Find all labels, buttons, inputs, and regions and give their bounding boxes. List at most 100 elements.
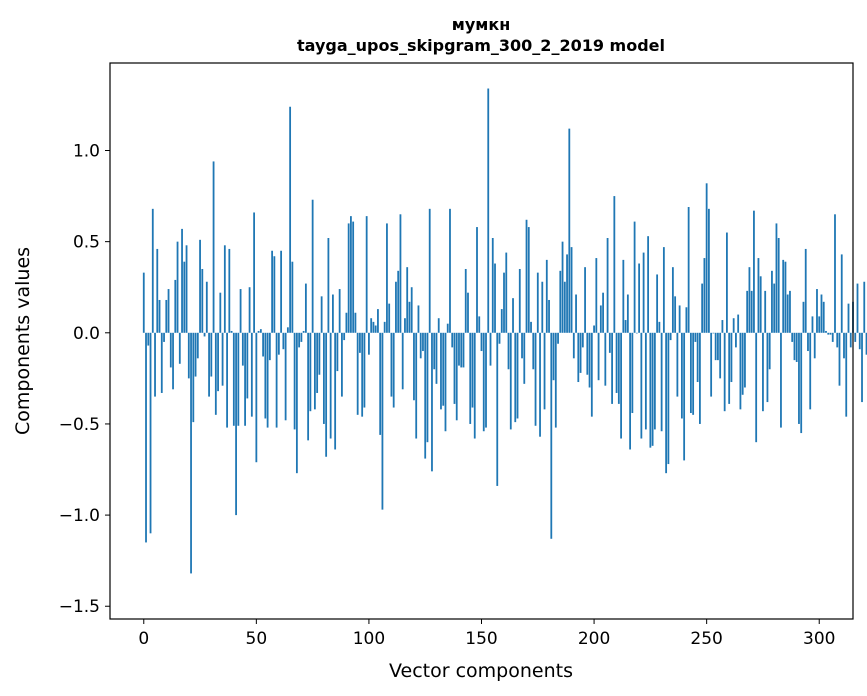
bar (172, 332, 174, 390)
bar (410, 287, 413, 333)
bar (516, 332, 519, 419)
bar (570, 247, 573, 333)
bar (809, 332, 812, 410)
bar (442, 332, 445, 406)
bar (843, 332, 845, 359)
bar (786, 294, 789, 333)
bar (773, 283, 776, 333)
y-tick-label: −1.0 (59, 506, 100, 526)
bar (250, 332, 253, 417)
bar (699, 332, 701, 424)
bar (187, 332, 190, 379)
bar (494, 263, 496, 333)
bar (300, 332, 303, 342)
bar (350, 216, 352, 333)
bar (487, 88, 490, 333)
bar (703, 258, 706, 333)
bar (755, 332, 758, 443)
bar (426, 332, 429, 443)
bar (406, 267, 409, 333)
bar (662, 247, 665, 333)
bar (295, 332, 298, 474)
bar (169, 332, 172, 368)
bar (680, 332, 683, 419)
bar (838, 332, 841, 386)
bar (482, 332, 485, 432)
bar (667, 332, 670, 465)
bar (359, 332, 361, 353)
bar (282, 332, 285, 350)
bar (449, 208, 451, 333)
bar (739, 332, 742, 410)
bar (383, 321, 386, 333)
bar (503, 272, 505, 333)
bar (656, 274, 659, 333)
bar (453, 332, 456, 404)
bar (782, 259, 785, 333)
bar (644, 332, 647, 430)
bar (685, 307, 688, 333)
bar (370, 318, 373, 333)
bar (635, 332, 638, 334)
bar (849, 332, 852, 348)
bar (365, 216, 368, 333)
bar (744, 332, 746, 388)
bar (678, 305, 681, 333)
bar (160, 332, 163, 393)
bar (536, 272, 539, 333)
y-axis-label: Components values (12, 247, 34, 435)
bar (433, 332, 436, 370)
bar (660, 332, 663, 432)
bar (226, 332, 228, 428)
bar (415, 332, 418, 439)
bar (154, 332, 156, 397)
bar (268, 332, 271, 361)
bar (165, 299, 168, 333)
bar (561, 241, 564, 333)
bar (523, 332, 526, 384)
bar (626, 294, 629, 333)
bar (435, 332, 438, 384)
bar (424, 332, 427, 459)
bar (327, 238, 330, 333)
bar (512, 298, 514, 333)
bar (476, 227, 478, 333)
bar (586, 332, 589, 375)
bar (500, 309, 503, 333)
bar (431, 332, 433, 472)
bar (316, 332, 319, 393)
bar (559, 270, 562, 333)
bar (307, 332, 310, 441)
bar (669, 332, 672, 341)
bar (428, 208, 431, 333)
bar (604, 332, 607, 386)
x-tick-label: 300 (803, 629, 835, 649)
bar (525, 219, 528, 333)
bar (689, 332, 692, 414)
bar (753, 210, 755, 333)
bar (280, 250, 283, 333)
x-tick-label: 250 (690, 629, 722, 649)
bar (545, 259, 548, 333)
bar (397, 270, 400, 333)
bar (201, 268, 204, 333)
bar (372, 321, 375, 333)
bar (334, 332, 337, 450)
x-tick-label: 200 (578, 629, 610, 649)
bar (856, 283, 859, 333)
bar (437, 318, 440, 333)
y-tick-label: 0.5 (73, 233, 100, 253)
bar (608, 332, 611, 353)
bar (658, 321, 661, 333)
x-tick-label: 100 (353, 629, 385, 649)
bar (692, 332, 695, 415)
bar (737, 314, 740, 333)
bar (361, 332, 364, 417)
chart-title: мумкн (452, 15, 511, 34)
x-tick-label: 0 (138, 629, 149, 649)
bar (557, 332, 559, 344)
bar (417, 305, 420, 333)
bar (793, 332, 796, 361)
bar (554, 332, 557, 428)
bar (462, 332, 465, 368)
